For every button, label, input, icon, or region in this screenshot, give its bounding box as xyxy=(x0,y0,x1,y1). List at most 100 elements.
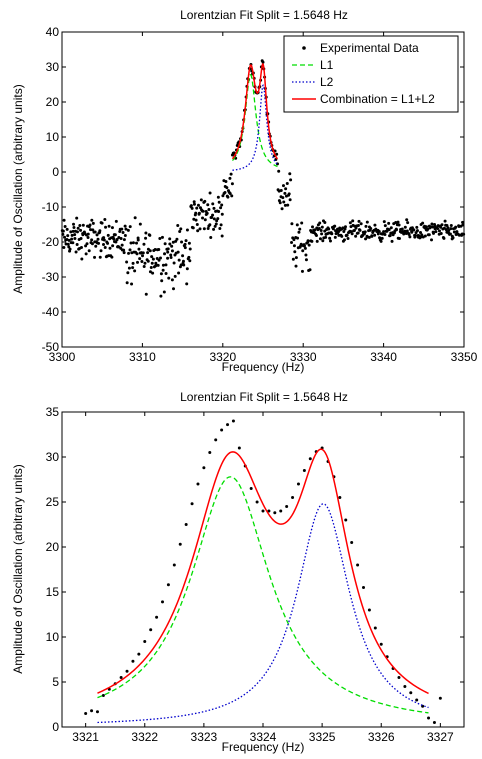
data-point xyxy=(291,496,295,499)
data-point xyxy=(307,243,311,247)
data-point xyxy=(180,240,184,244)
data-point xyxy=(190,502,194,506)
data-point xyxy=(103,246,107,250)
data-point xyxy=(137,247,141,251)
data-point xyxy=(216,195,220,199)
data-point xyxy=(201,209,205,213)
data-point xyxy=(279,509,283,513)
plot-data xyxy=(60,59,466,298)
data-point xyxy=(189,204,193,208)
data-point xyxy=(75,216,79,220)
data-point xyxy=(66,242,70,246)
data-point xyxy=(141,254,145,258)
x-tick-label: 3322 xyxy=(131,730,158,744)
data-point xyxy=(448,232,452,236)
series-line-combination-l1-l2 xyxy=(231,62,279,160)
data-point xyxy=(451,236,455,240)
data-point xyxy=(420,233,424,237)
data-point xyxy=(387,221,391,225)
data-point xyxy=(125,669,129,673)
data-point xyxy=(439,225,443,229)
data-point xyxy=(296,236,300,240)
data-point xyxy=(171,240,175,244)
data-point xyxy=(179,227,183,231)
data-point xyxy=(230,182,234,186)
legend-marker-experimental-data xyxy=(302,46,306,50)
data-point xyxy=(94,244,98,248)
data-point xyxy=(318,221,322,225)
data-point xyxy=(397,676,401,679)
data-point xyxy=(229,172,233,176)
x-tick-label: 3320 xyxy=(209,350,236,364)
data-point xyxy=(212,217,216,221)
y-axis-ticks: 0 5 10 15 20 25 30 35 xyxy=(46,405,464,734)
data-point xyxy=(388,234,392,238)
data-point xyxy=(408,235,412,239)
data-point xyxy=(164,263,168,267)
data-point xyxy=(279,188,283,192)
data-point xyxy=(286,203,290,207)
data-point xyxy=(288,172,292,176)
data-point xyxy=(231,419,235,423)
data-point xyxy=(261,509,265,513)
data-point xyxy=(136,238,140,242)
data-point xyxy=(90,238,94,242)
data-point xyxy=(160,279,164,283)
y-axis-label: Amplitude of Oscillation (arbitrary unit… xyxy=(11,464,25,673)
data-point xyxy=(280,207,284,211)
data-point xyxy=(278,201,282,205)
data-point xyxy=(199,198,203,202)
data-point xyxy=(124,227,128,231)
data-point xyxy=(228,192,232,196)
data-point xyxy=(114,240,118,244)
data-point xyxy=(327,227,331,231)
data-point xyxy=(357,219,361,223)
data-point xyxy=(292,244,296,248)
data-point xyxy=(158,237,162,241)
data-point xyxy=(86,232,90,236)
data-point xyxy=(95,233,99,237)
data-point xyxy=(111,244,115,248)
data-point xyxy=(394,228,398,232)
data-point xyxy=(226,195,230,199)
data-point xyxy=(173,274,177,278)
data-point xyxy=(70,233,74,237)
data-point xyxy=(356,224,360,228)
data-point xyxy=(328,236,332,240)
data-point xyxy=(324,235,328,239)
data-point xyxy=(190,206,194,210)
data-point xyxy=(149,265,153,269)
x-tick-label: 3350 xyxy=(451,350,478,364)
data-point xyxy=(208,223,212,227)
data-point xyxy=(161,263,165,267)
data-point xyxy=(88,223,92,227)
data-point xyxy=(344,518,348,522)
data-point xyxy=(228,176,232,180)
data-point xyxy=(150,261,154,265)
data-point xyxy=(98,255,102,259)
data-point xyxy=(120,227,124,231)
data-point xyxy=(350,541,354,544)
data-point xyxy=(210,216,214,220)
data-point xyxy=(346,237,350,241)
data-point xyxy=(348,221,352,225)
series-line-combination-l1-l2 xyxy=(97,448,429,695)
data-point xyxy=(370,234,374,238)
data-point xyxy=(203,218,207,222)
axes-box xyxy=(61,31,465,348)
data-point xyxy=(131,266,135,270)
data-point xyxy=(127,251,131,255)
data-point xyxy=(365,220,369,224)
data-point xyxy=(209,235,213,239)
data-point xyxy=(138,222,142,226)
data-point xyxy=(166,247,170,251)
data-point xyxy=(293,250,297,254)
data-point xyxy=(163,252,167,256)
data-point xyxy=(68,247,72,251)
data-point xyxy=(405,218,409,222)
data-point xyxy=(410,230,414,234)
data-point xyxy=(230,194,234,198)
data-point xyxy=(415,225,419,229)
data-point xyxy=(101,694,105,697)
data-point xyxy=(350,232,354,236)
